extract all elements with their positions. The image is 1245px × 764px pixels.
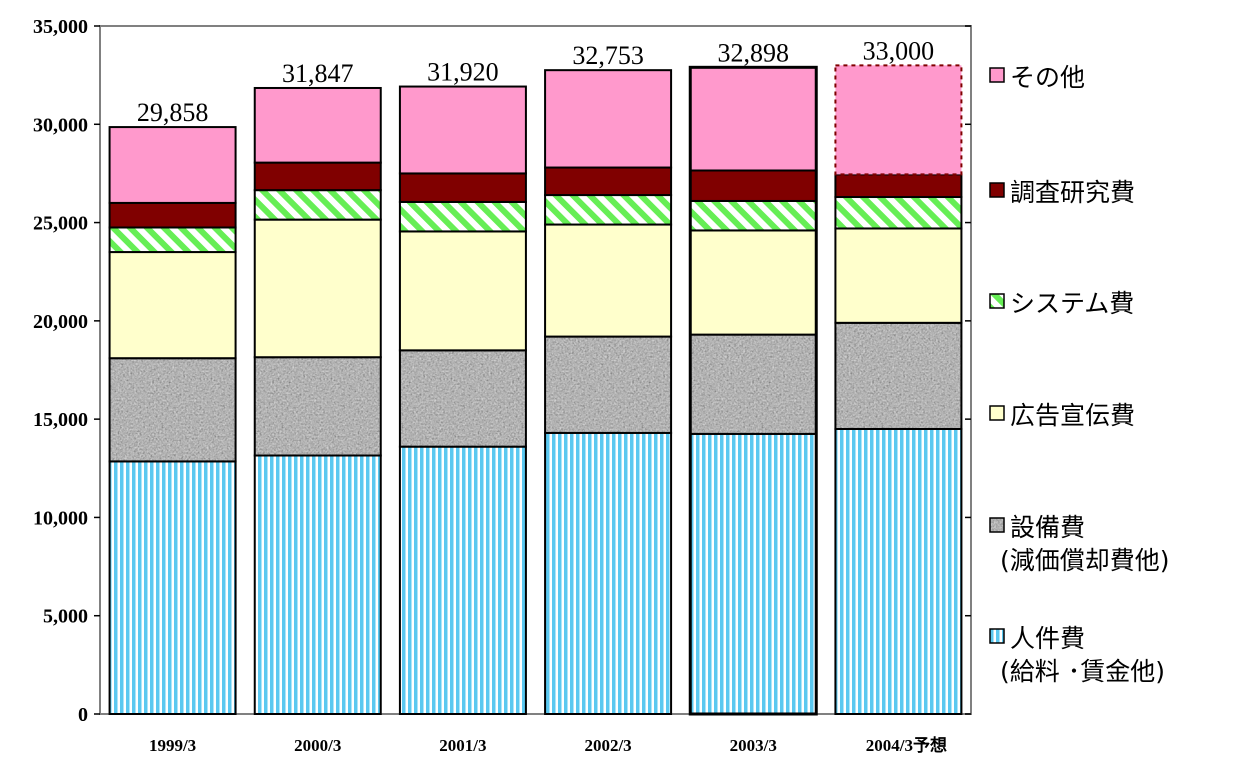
- bar-segment: [544, 335, 673, 434]
- bar-total-label: 31,920: [427, 58, 499, 87]
- bar-segment: [544, 69, 673, 169]
- bar-total-label: 32,753: [572, 41, 644, 70]
- y-tick-label: 30,000: [33, 114, 88, 136]
- x-tick-label: 2001/3: [439, 736, 486, 755]
- bar-segment: [834, 64, 963, 176]
- legend-label: システム費: [1010, 289, 1134, 318]
- legend-swatch: [989, 67, 1005, 83]
- legend-label: 人件費: [1010, 624, 1085, 653]
- bar-segment: [689, 432, 818, 715]
- bar-total-label: 29,858: [137, 98, 209, 127]
- legend-label: 設備費: [1010, 513, 1085, 542]
- bar-segment: [689, 333, 818, 435]
- bar-total-label: 31,847: [282, 59, 354, 88]
- legend-swatch: [989, 293, 1005, 309]
- legend-swatch: [989, 628, 1005, 644]
- bar-segment: [398, 445, 527, 715]
- bar-segment: [689, 66, 818, 172]
- bar-segment: [398, 200, 527, 233]
- bar-segment: [834, 196, 963, 230]
- plot-area: [99, 25, 972, 715]
- bar-segment: [108, 201, 237, 229]
- y-tick-label: 5,000: [43, 606, 88, 628]
- bar-segment: [253, 161, 382, 192]
- x-tick-label: 2003/3: [730, 736, 777, 755]
- legend-swatch: [989, 182, 1005, 198]
- y-tick-label: 0: [78, 704, 88, 726]
- axis-layer: 0 5,000 10,000 15,000 20,000 25,000 30,000 35,0…: [33, 16, 971, 726]
- legend-label: 調査研究費: [1010, 178, 1135, 207]
- bar-segment: [398, 172, 527, 203]
- legend-label: 広告宣伝費: [1010, 401, 1135, 430]
- bar-segment: [398, 85, 527, 175]
- bar-segment: [544, 223, 673, 338]
- bar-segment: [834, 427, 963, 715]
- bar-segment: [108, 460, 237, 715]
- highlighted-bar-outline: [688, 65, 818, 716]
- bar-segment: [108, 251, 237, 360]
- bar-segment: [544, 166, 673, 197]
- bar-segment: [834, 321, 963, 430]
- bars-layer: [108, 64, 963, 716]
- bar-segment: [253, 356, 382, 457]
- bar-segment: [689, 229, 818, 336]
- y-tick-label: 20,000: [33, 311, 88, 333]
- bar-segment: [544, 431, 673, 715]
- bar-segment: [253, 454, 382, 715]
- y-tick-label: 10,000: [33, 507, 88, 529]
- x-tick-label: 2004/3予想: [866, 735, 947, 756]
- bar-segment: [253, 218, 382, 359]
- y-tick-label: 35,000: [33, 16, 88, 38]
- bar-segment: [108, 357, 237, 463]
- x-tick-label: 2002/3: [584, 736, 631, 755]
- bar-segment: [689, 169, 818, 202]
- legend-label: (減価償却費他): [1000, 546, 1170, 575]
- y-tick-label: 15,000: [33, 409, 88, 431]
- bar-segment: [398, 230, 527, 352]
- bar-total-label: 33,000: [863, 36, 935, 65]
- bar-segment: [108, 126, 237, 204]
- bar-total-label: 32,898: [718, 38, 790, 67]
- legend-swatch: [989, 517, 1005, 533]
- labels-layer: 29,858 1999/3 31,847 2000/3 31,920 2001/3 32,7…: [137, 36, 947, 756]
- legend-label: その他: [1010, 63, 1085, 92]
- y-tick-label: 25,000: [33, 213, 88, 235]
- bar-segment: [834, 227, 963, 324]
- bar-segment: [253, 189, 382, 221]
- x-tick-label: 2000/3: [294, 736, 341, 755]
- x-tick-label: 1999/3: [149, 736, 196, 755]
- bar-segment: [544, 194, 673, 226]
- legend-label: (給料 ･賃金他): [1000, 657, 1165, 686]
- bar-segment: [398, 349, 527, 448]
- legend-swatch: [989, 405, 1005, 421]
- bar-segment: [689, 199, 818, 232]
- bar-segment: [834, 173, 963, 199]
- bar-segment: [108, 226, 237, 254]
- bar-segment: [253, 86, 382, 164]
